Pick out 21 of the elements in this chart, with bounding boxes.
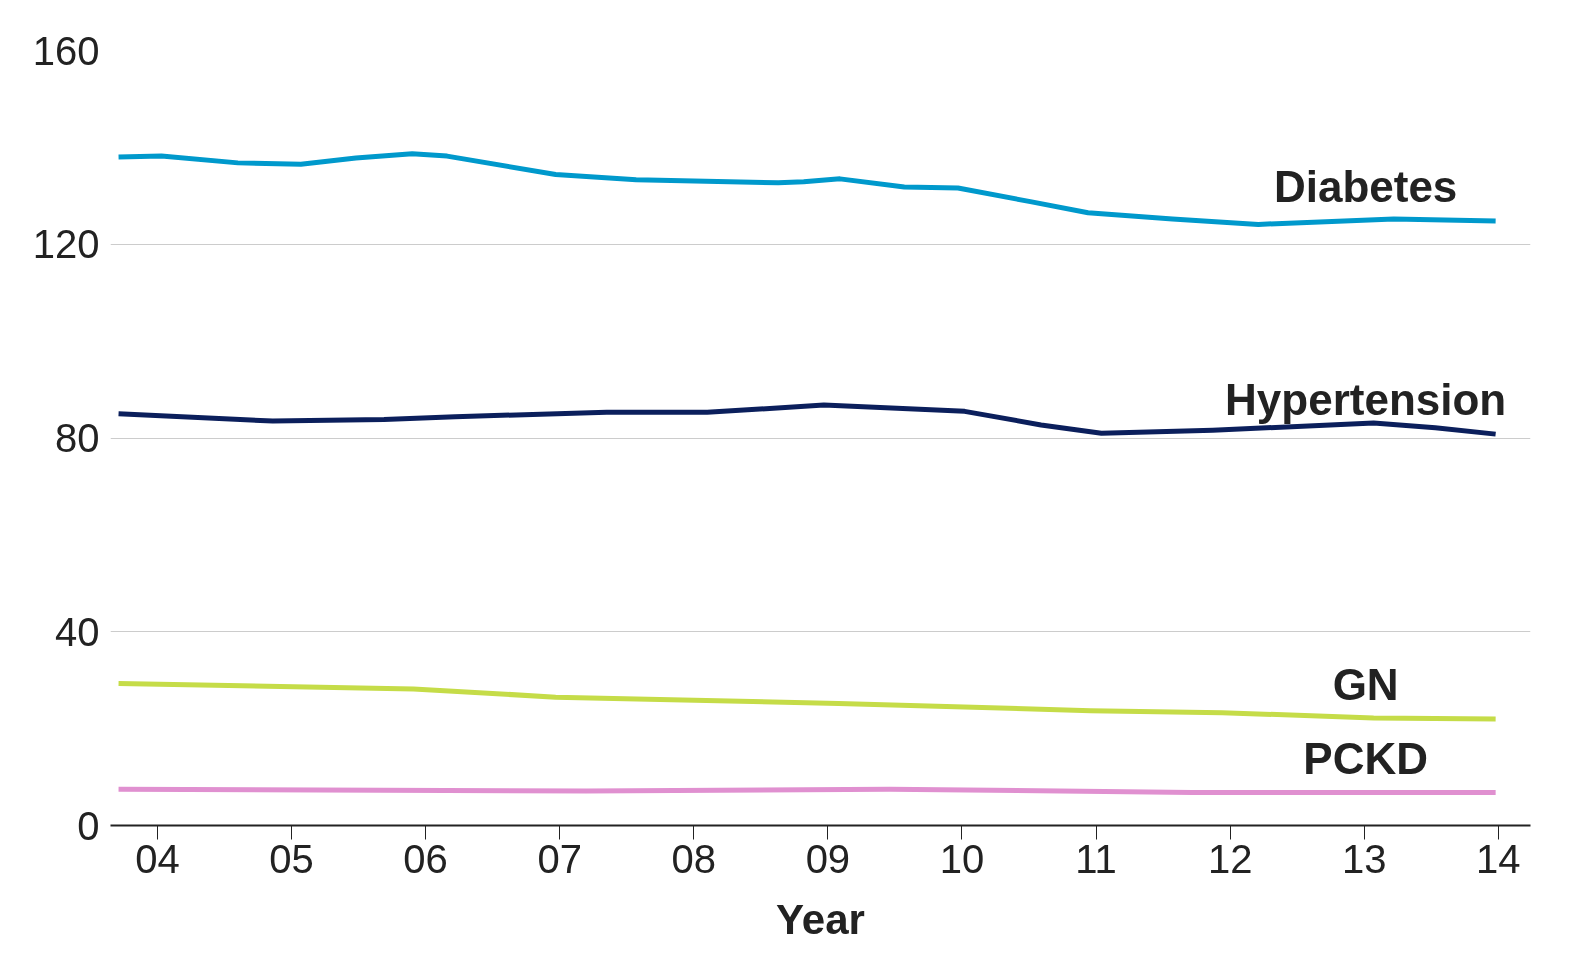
y-tick-label: 160 <box>32 28 100 73</box>
series-label: Hypertension <box>1225 375 1507 425</box>
x-tick-label: 10 <box>939 836 985 881</box>
series-label: PCKD <box>1303 733 1428 783</box>
x-tick-label: 12 <box>1207 836 1253 881</box>
x-tick-label: 14 <box>1476 836 1521 881</box>
y-tick-label: 120 <box>32 222 100 267</box>
x-tick-label: 08 <box>671 836 717 881</box>
series-label: GN <box>1332 659 1399 709</box>
x-axis-title: Year <box>776 895 865 943</box>
x-tick-label: 04 <box>135 836 180 881</box>
x-tick-label: 05 <box>269 836 314 881</box>
y-tick-label: 0 <box>77 803 100 848</box>
x-tick-label: 11 <box>1075 836 1117 881</box>
x-tick-label: 07 <box>537 836 582 881</box>
series-label: Diabetes <box>1273 162 1458 211</box>
x-tick-label: 13 <box>1341 836 1387 881</box>
x-tick-label: 09 <box>805 836 851 881</box>
y-tick-label: 80 <box>55 416 100 460</box>
x-tick-label: 06 <box>403 836 448 881</box>
y-tick-label: 40 <box>55 609 100 654</box>
